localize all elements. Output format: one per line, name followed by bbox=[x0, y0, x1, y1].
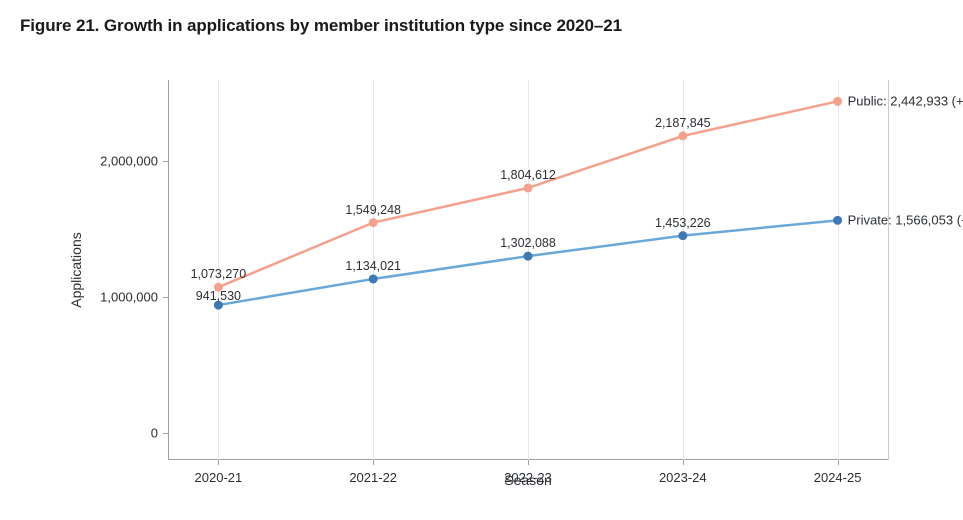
x-tick-label: 2021-22 bbox=[349, 470, 397, 485]
data-label-public: 1,073,270 bbox=[191, 267, 247, 281]
data-label-public: 1,549,248 bbox=[345, 203, 401, 217]
series-point-public bbox=[678, 131, 687, 140]
y-tick-mark bbox=[163, 297, 168, 298]
x-tick-label: 2024-25 bbox=[814, 470, 862, 485]
y-tick-mark bbox=[163, 161, 168, 162]
series-point-private bbox=[369, 274, 378, 283]
data-label-private: 941,530 bbox=[196, 289, 241, 303]
chart-area: Applications Season 2020-212021-222022-2… bbox=[18, 50, 936, 490]
series-point-public bbox=[369, 218, 378, 227]
data-label-private: 1,453,226 bbox=[655, 216, 711, 230]
series-line-private bbox=[218, 220, 837, 305]
y-tick-label: 2,000,000 bbox=[100, 154, 158, 169]
plot-region: 2020-212021-222022-232023-242024-2501,00… bbox=[168, 80, 888, 460]
series-point-private bbox=[833, 216, 842, 225]
series-point-private bbox=[678, 231, 687, 240]
series-svg-layer bbox=[168, 80, 888, 460]
y-tick-mark bbox=[163, 433, 168, 434]
data-label-public: 2,187,845 bbox=[655, 116, 711, 130]
series-point-public bbox=[524, 183, 533, 192]
data-label-public: 1,804,612 bbox=[500, 168, 556, 182]
x-tick-mark bbox=[838, 460, 839, 465]
y-axis-label: Applications bbox=[68, 232, 84, 308]
series-end-label-private: Private: 1,566,053 (+8%) bbox=[848, 213, 963, 228]
y-tick-label: 1,000,000 bbox=[100, 290, 158, 305]
x-tick-mark bbox=[373, 460, 374, 465]
data-label-private: 1,134,021 bbox=[345, 259, 401, 273]
x-tick-mark bbox=[528, 460, 529, 465]
x-tick-label: 2020-21 bbox=[195, 470, 243, 485]
x-tick-label: 2023-24 bbox=[659, 470, 707, 485]
series-end-label-public: Public: 2,442,933 (+12%) bbox=[848, 94, 963, 109]
x-tick-mark bbox=[218, 460, 219, 465]
figure-container: Figure 21. Growth in applications by mem… bbox=[0, 0, 963, 520]
data-label-private: 1,302,088 bbox=[500, 236, 556, 250]
series-point-private bbox=[524, 252, 533, 261]
right-axis-line bbox=[888, 80, 889, 460]
x-tick-mark bbox=[683, 460, 684, 465]
series-point-public bbox=[833, 97, 842, 106]
x-tick-label: 2022-23 bbox=[504, 470, 552, 485]
figure-title: Figure 21. Growth in applications by mem… bbox=[20, 16, 945, 36]
y-tick-label: 0 bbox=[151, 425, 158, 440]
